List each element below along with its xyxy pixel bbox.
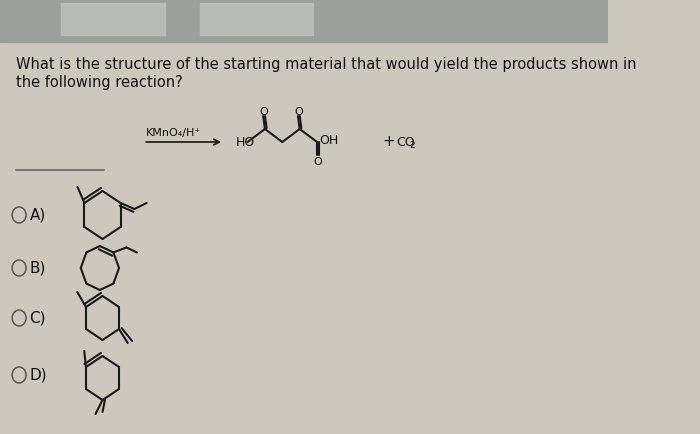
Text: C): C) xyxy=(29,310,46,326)
Text: O: O xyxy=(314,157,322,167)
Text: 2: 2 xyxy=(409,141,415,149)
Text: A): A) xyxy=(29,207,46,223)
Text: CO: CO xyxy=(396,135,414,148)
Bar xyxy=(61,3,165,35)
Text: OH: OH xyxy=(318,135,338,148)
Bar xyxy=(0,0,608,42)
Text: O: O xyxy=(260,107,268,117)
Text: the following reaction?: the following reaction? xyxy=(15,75,183,89)
Text: What is the structure of the starting material that would yield the products sho: What is the structure of the starting ma… xyxy=(15,57,636,72)
Text: O: O xyxy=(295,107,303,117)
Text: +: + xyxy=(382,135,395,149)
Bar xyxy=(199,3,313,35)
Text: D): D) xyxy=(29,368,47,382)
Text: KMnO₄/H⁺: KMnO₄/H⁺ xyxy=(146,128,201,138)
Text: B): B) xyxy=(29,260,46,276)
Text: HO: HO xyxy=(235,135,255,148)
